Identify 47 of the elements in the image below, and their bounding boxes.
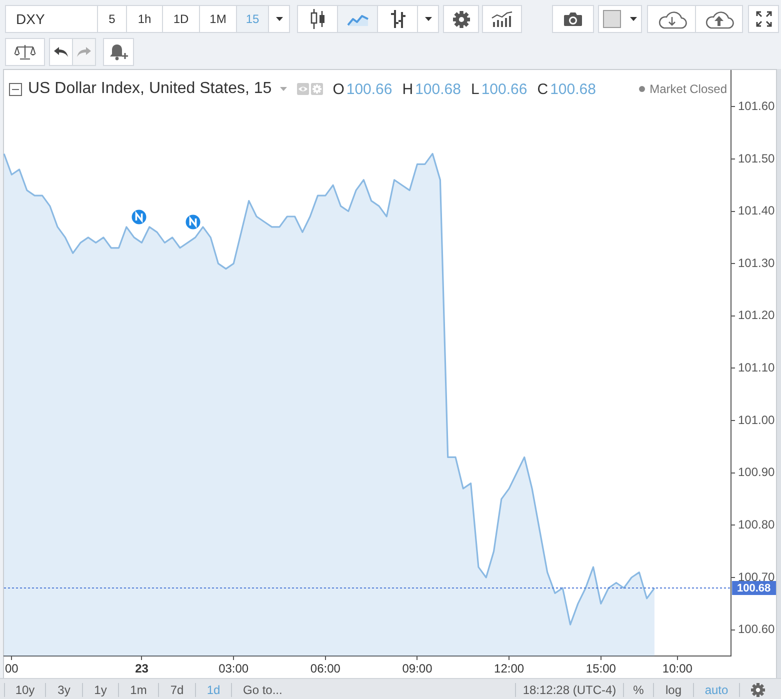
- text-field: DXY: [5, 5, 98, 33]
- annotation: 100.68: [415, 80, 461, 98]
- x-tick-label: 00: [4, 662, 19, 676]
- x-tick-label: 09:00: [402, 662, 433, 676]
- text: log: [665, 683, 682, 697]
- button: 1M: [199, 5, 237, 33]
- y-tick-label: 101.60: [738, 98, 776, 113]
- y-tick-label: 101.10: [738, 360, 776, 375]
- button: 1h: [126, 5, 163, 33]
- x-tick-label: 06:00: [310, 662, 341, 676]
- text: US Dollar Index, United States, 15: [28, 80, 272, 98]
- text: 1m: [130, 683, 147, 697]
- button: 15: [236, 5, 269, 33]
- annotation: 100.68: [550, 80, 596, 98]
- annotation: L: [470, 80, 480, 98]
- text: auto: [704, 683, 728, 697]
- y-tick-label: 101.50: [738, 151, 776, 166]
- y-tick-label: 100.80: [738, 518, 776, 532]
- text: 10y: [15, 683, 35, 697]
- y-tick-label: 100.70: [738, 570, 776, 584]
- text: 18:12:28 (UTC-4): [522, 683, 616, 697]
- annotation: C: [537, 80, 548, 98]
- y-tick-label: 101.20: [738, 308, 776, 322]
- button: 5: [97, 5, 127, 33]
- ref-line-label: 100.68: [737, 582, 771, 595]
- y-tick-label: 101.30: [738, 256, 776, 270]
- text: %: [633, 683, 644, 697]
- annotation: O: [332, 80, 344, 98]
- x-tick-label: 10:00: [662, 662, 693, 676]
- text: Go to...: [243, 683, 282, 697]
- text: 3y: [58, 683, 70, 697]
- y-tick-label: 100.90: [738, 465, 776, 480]
- x-tick-label: 12:00: [494, 662, 524, 676]
- annotation: 100.66: [346, 80, 392, 98]
- y-tick-label: 101.00: [738, 412, 776, 427]
- annotation: Market Closed: [650, 82, 727, 96]
- annotation: H: [402, 80, 414, 98]
- y-tick-label: 101.40: [738, 204, 776, 218]
- text: 1d: [206, 683, 220, 697]
- x-tick-label: 03:00: [218, 662, 249, 676]
- y-tick-label: 100.60: [738, 622, 776, 636]
- text: 7d: [170, 683, 184, 697]
- x-tick-label: 15:00: [586, 662, 616, 676]
- text: 1y: [94, 683, 107, 697]
- annotation: 100.66: [481, 80, 528, 98]
- x-tick-label: 23: [135, 662, 149, 676]
- button: 1D: [162, 5, 200, 33]
